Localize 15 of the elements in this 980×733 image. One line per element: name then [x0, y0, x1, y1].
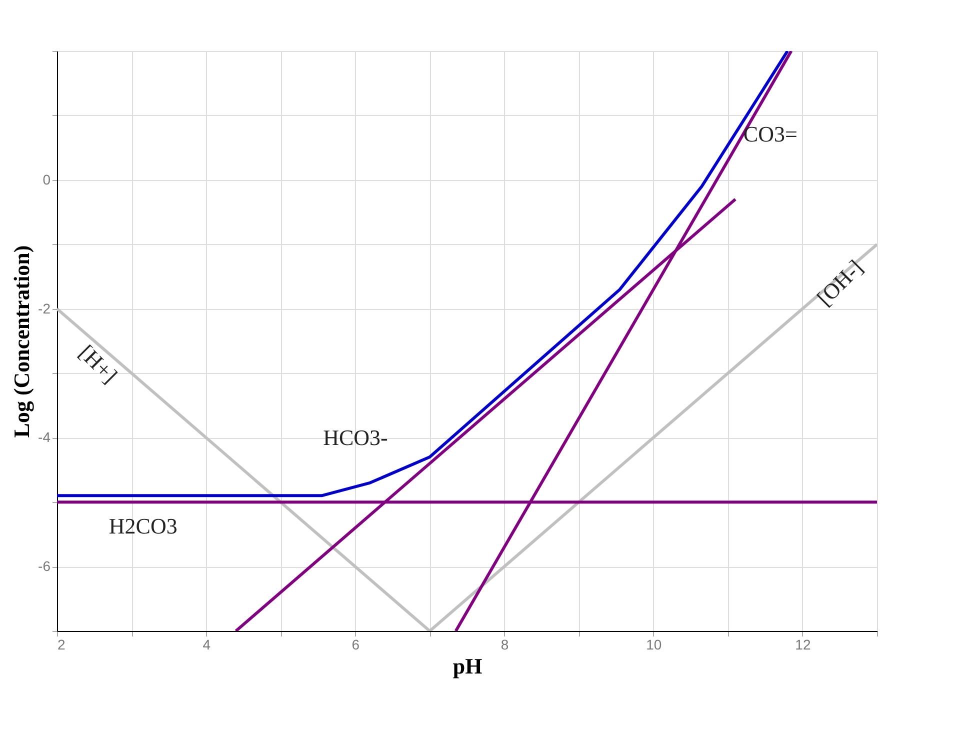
x-axis-title: pH	[452, 654, 482, 678]
annotation: CO3=	[743, 122, 798, 147]
x-tick-label: 2	[58, 636, 66, 652]
x-tick-label: 12	[795, 636, 811, 652]
annotation: H2CO3	[108, 514, 178, 539]
y-tick-label: 0	[42, 171, 51, 188]
x-tick-label: 4	[202, 636, 211, 652]
x-tick-label: 8	[500, 636, 509, 652]
y-axis-title: Log (Concentration)	[9, 245, 34, 438]
y-tick-label: -6	[38, 558, 51, 574]
x-tick-label: 10	[646, 636, 662, 652]
x-tick-label: 6	[352, 636, 360, 652]
y-tick-label: -4	[38, 429, 51, 446]
y-tick-label: -2	[38, 300, 51, 316]
annotation: HCO3-	[323, 424, 388, 450]
